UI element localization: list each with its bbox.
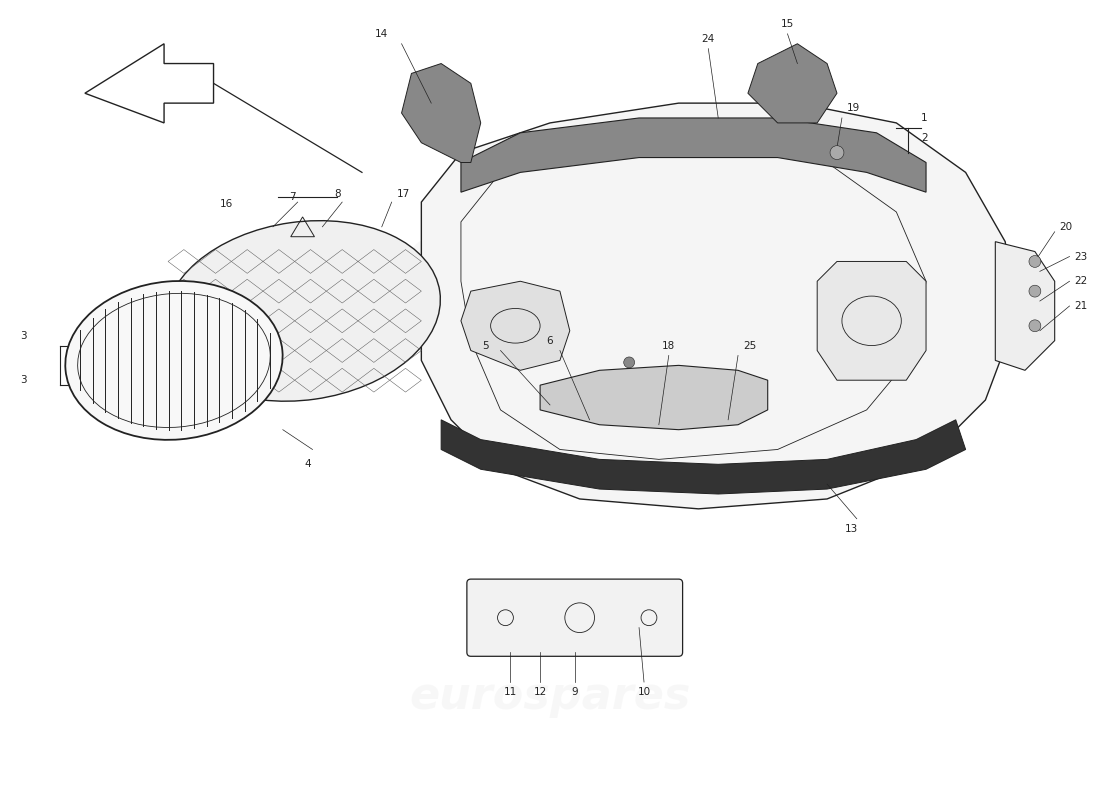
Text: 8: 8 <box>334 189 341 199</box>
Polygon shape <box>748 44 837 123</box>
Text: 12: 12 <box>534 687 547 697</box>
Circle shape <box>1028 255 1041 267</box>
Text: 2: 2 <box>921 133 927 142</box>
Polygon shape <box>402 63 481 162</box>
Text: 15: 15 <box>781 19 794 29</box>
Polygon shape <box>421 103 1015 509</box>
Text: 19: 19 <box>847 103 860 113</box>
Ellipse shape <box>165 221 440 402</box>
Polygon shape <box>461 282 570 370</box>
Text: 22: 22 <box>1075 276 1088 286</box>
Text: 3: 3 <box>21 330 28 341</box>
Text: 18: 18 <box>662 341 675 350</box>
Text: 13: 13 <box>845 524 858 534</box>
Text: 20: 20 <box>1059 222 1072 232</box>
Text: 17: 17 <box>397 189 410 199</box>
Text: 4: 4 <box>305 459 311 470</box>
Polygon shape <box>461 118 926 192</box>
Polygon shape <box>996 242 1055 370</box>
Circle shape <box>830 146 844 159</box>
Text: 25: 25 <box>742 341 756 350</box>
Text: eurospares: eurospares <box>409 675 691 718</box>
Circle shape <box>624 357 635 368</box>
Text: 10: 10 <box>637 687 650 697</box>
Text: 14: 14 <box>375 29 388 39</box>
Text: 11: 11 <box>504 687 517 697</box>
Circle shape <box>1028 320 1041 332</box>
Text: 9: 9 <box>571 687 579 697</box>
Text: 21: 21 <box>1075 301 1088 311</box>
Polygon shape <box>441 420 966 494</box>
Text: 1: 1 <box>921 113 927 123</box>
Text: 7: 7 <box>289 192 296 202</box>
Text: eurospares: eurospares <box>409 230 691 273</box>
Text: 23: 23 <box>1075 251 1088 262</box>
Text: 16: 16 <box>220 199 233 209</box>
Polygon shape <box>85 44 213 123</box>
Polygon shape <box>817 262 926 380</box>
Text: 24: 24 <box>702 34 715 44</box>
FancyBboxPatch shape <box>466 579 683 656</box>
Circle shape <box>1028 286 1041 297</box>
Polygon shape <box>540 366 768 430</box>
Text: 5: 5 <box>483 341 490 350</box>
Text: 6: 6 <box>547 336 553 346</box>
Text: 3: 3 <box>21 375 28 386</box>
Ellipse shape <box>65 281 283 440</box>
